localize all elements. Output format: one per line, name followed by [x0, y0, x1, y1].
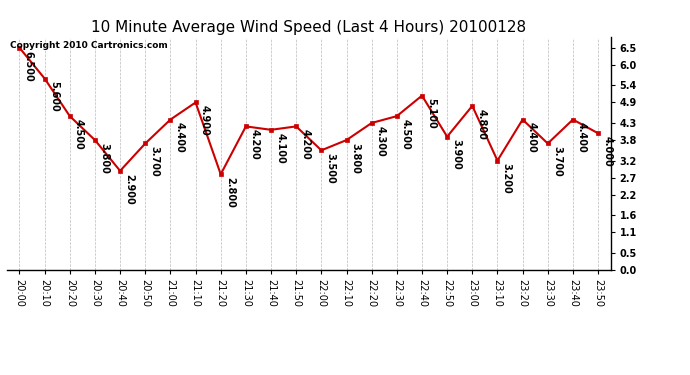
Text: 5.100: 5.100 [426, 98, 436, 129]
Text: 4.300: 4.300 [376, 126, 386, 156]
Text: 2.800: 2.800 [225, 177, 235, 208]
Text: 3.700: 3.700 [552, 146, 562, 177]
Text: 4.200: 4.200 [300, 129, 310, 160]
Text: 4.000: 4.000 [602, 136, 612, 167]
Text: 3.700: 3.700 [150, 146, 159, 177]
Text: 3.500: 3.500 [326, 153, 335, 184]
Text: 4.900: 4.900 [199, 105, 210, 136]
Text: Copyright 2010 Cartronics.com: Copyright 2010 Cartronics.com [10, 41, 168, 50]
Title: 10 Minute Average Wind Speed (Last 4 Hours) 20100128: 10 Minute Average Wind Speed (Last 4 Hou… [91, 20, 526, 35]
Text: 4.400: 4.400 [175, 122, 185, 153]
Text: 2.900: 2.900 [124, 174, 135, 204]
Text: 4.800: 4.800 [477, 109, 486, 140]
Text: 3.900: 3.900 [451, 140, 462, 170]
Text: 3.200: 3.200 [502, 164, 511, 194]
Text: 6.500: 6.500 [23, 51, 34, 81]
Text: 4.200: 4.200 [250, 129, 260, 160]
Text: 4.400: 4.400 [526, 122, 537, 153]
Text: 4.500: 4.500 [401, 119, 411, 150]
Text: 4.100: 4.100 [275, 133, 285, 164]
Text: 3.800: 3.800 [351, 143, 361, 174]
Text: 4.500: 4.500 [74, 119, 84, 150]
Text: 4.400: 4.400 [577, 122, 587, 153]
Text: 3.800: 3.800 [99, 143, 109, 174]
Text: 5.600: 5.600 [49, 81, 59, 112]
